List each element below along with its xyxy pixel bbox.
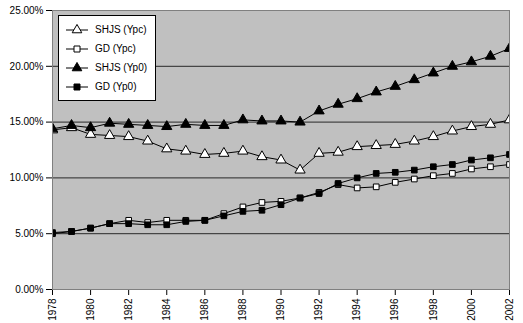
html-text:SHJS (Ypc): SHJS (Ypc) (95, 24, 147, 35)
svg-text:5.00%: 5.00% (15, 228, 43, 239)
svg-text:1978: 1978 (47, 298, 58, 321)
svg-text:1996: 1996 (389, 298, 400, 321)
svg-text:1986: 1986 (199, 298, 210, 321)
svg-text:1994: 1994 (351, 298, 362, 321)
svg-text:1984: 1984 (161, 298, 172, 321)
svg-text:25.00%: 25.00% (10, 5, 44, 16)
svg-text:2002: 2002 (504, 298, 515, 321)
svg-text:15.00%: 15.00% (10, 116, 44, 127)
svg-text:20.00%: 20.00% (10, 61, 44, 72)
svg-text:1998: 1998 (428, 298, 439, 321)
svg-text:0.00%: 0.00% (15, 284, 43, 295)
html-text:SHJS (Yp0): SHJS (Yp0) (95, 62, 148, 73)
svg-text:1992: 1992 (313, 298, 324, 321)
html-text:GD (Ypc): GD (Ypc) (95, 43, 136, 54)
svg-text:2000: 2000 (466, 298, 477, 321)
svg-text:1982: 1982 (123, 298, 134, 321)
svg-text:10.00%: 10.00% (10, 172, 44, 183)
svg-text:1980: 1980 (85, 298, 96, 321)
svg-text:1990: 1990 (275, 298, 286, 321)
svg-text:1988: 1988 (237, 298, 248, 321)
html-text:GD (Yp0): GD (Yp0) (95, 81, 137, 92)
